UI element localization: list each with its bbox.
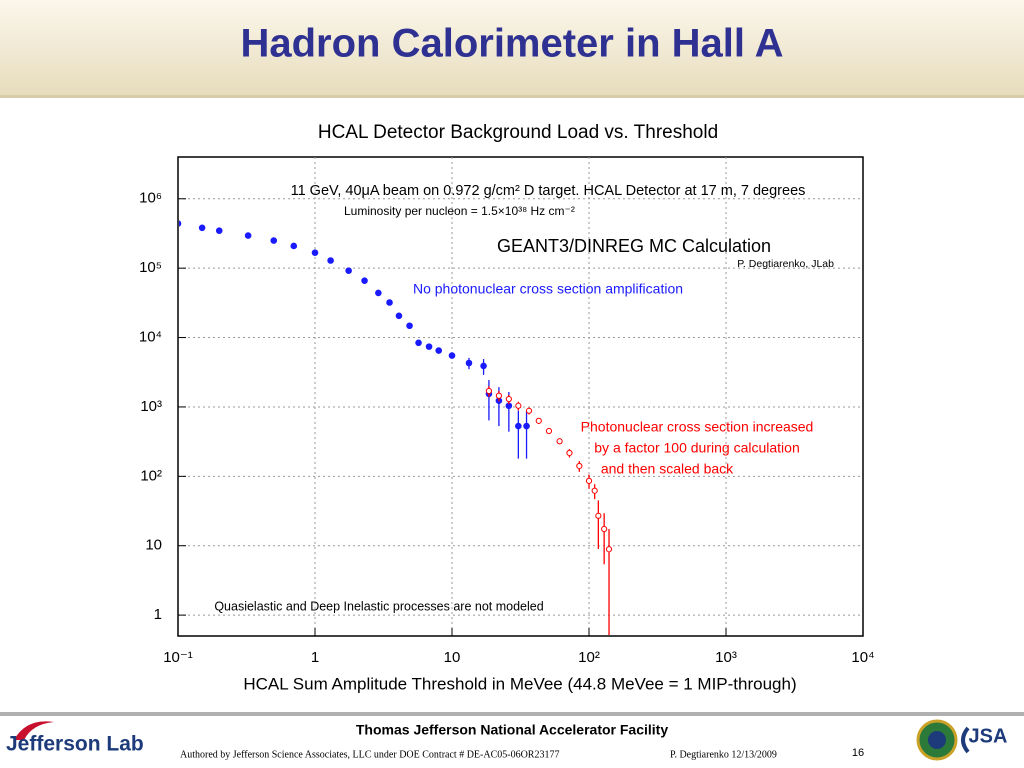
data-point [465,359,473,367]
data-point [535,417,542,424]
data-point [591,487,598,494]
data-point [601,525,608,533]
x-tick-label: 10³ [715,649,737,666]
y-tick-label: 10⁴ [139,329,162,346]
data-point [485,387,493,395]
annotation: by a factor 100 during calculation [594,440,799,456]
y-tick-label: 10² [140,467,162,484]
data-point [425,343,433,350]
data-point [505,395,512,403]
x-tick-label: 1 [311,649,319,666]
annotation: 11 GeV, 40μA beam on 0.972 g/cm² D targe… [291,183,806,199]
data-point [585,477,593,484]
x-tick-label: 10² [578,649,600,666]
y-tick-label: 1 [154,606,162,623]
data-point [495,392,503,399]
ticks: 10⁻¹ 1 10 10² 10³ 10⁴ 1 10 10² 10³ 10⁴ 10⁵ 10⁶ [139,190,875,666]
jsa-mark [961,726,970,754]
data-point [605,546,613,553]
jsa-text: JSA [969,725,1008,747]
jlab-logo: Jefferson Lab [6,721,144,756]
data-point [435,347,443,354]
annotation: GEANT3/DINREG MC Calculation [497,236,771,256]
data-point [515,422,522,430]
y-tick-label: 10⁶ [139,190,162,207]
data-point [525,407,533,414]
data-point [395,312,403,320]
annotations: 11 GeV, 40μA beam on 0.972 g/cm² D targe… [214,183,834,613]
logo-text: Jefferson Lab [6,733,144,756]
footer-rule [0,712,1024,716]
data-point [545,427,553,435]
data-point [244,232,252,239]
header-rule [0,95,1024,98]
footer-author-date: P. Degtiarenko 12/13/2009 [670,749,777,760]
data-point [566,449,573,457]
data-point [415,339,422,347]
x-tick-label: 10⁻¹ [163,649,193,666]
data-point [345,267,352,274]
page-number: 16 [852,747,864,759]
annotation: Photonuclear cross section increased [581,419,814,435]
data-point [290,242,298,250]
plot-frame [177,156,864,637]
data-point [179,220,182,227]
y-tick-label: 10³ [140,398,162,415]
footer-facility: Thomas Jefferson National Accelerator Fa… [356,722,668,738]
marks [179,220,613,635]
data-point [375,289,382,297]
footer-authored: Authored by Jefferson Science Associates… [180,749,559,760]
x-axis-label: HCAL Sum Amplitude Threshold in MeVee (4… [243,674,796,693]
data-point [215,227,223,234]
data-point [327,257,334,264]
chart-title: HCAL Detector Background Load vs. Thresh… [318,122,718,143]
annotation: and then scaled back [601,461,734,477]
grid [178,157,863,636]
data-point [576,462,583,470]
logo-swoosh [14,721,54,740]
data-point [198,224,206,232]
annotation: No photonuclear cross section amplificat… [413,281,683,297]
x-tick-label: 10 [444,649,461,666]
data-point [523,422,530,430]
data-point [556,438,563,445]
header-band [0,0,1024,95]
data-point [361,277,368,284]
data-point [270,237,278,244]
annotation: Quasielastic and Deep Inelastic processe… [214,599,543,613]
x-tick-label: 10⁴ [851,649,874,666]
partner-logos: JSA [916,719,1008,761]
slide-title: Hadron Calorimeter in Hall A [240,22,783,66]
data-point [515,402,522,409]
data-point [480,362,487,370]
data-point [448,352,456,359]
y-tick-label: 10⁵ [139,259,162,276]
data-point [311,249,319,257]
y-tick-label: 10 [145,537,162,554]
data-point [406,322,413,330]
annotation: Luminosity per nucleon = 1.5×10³⁸ Hz cm⁻… [344,204,575,218]
data-point [595,512,602,519]
data-point [386,299,393,306]
doe-seal-center [928,731,946,749]
annotation: P. Degtiarenko, JLab [737,258,834,270]
